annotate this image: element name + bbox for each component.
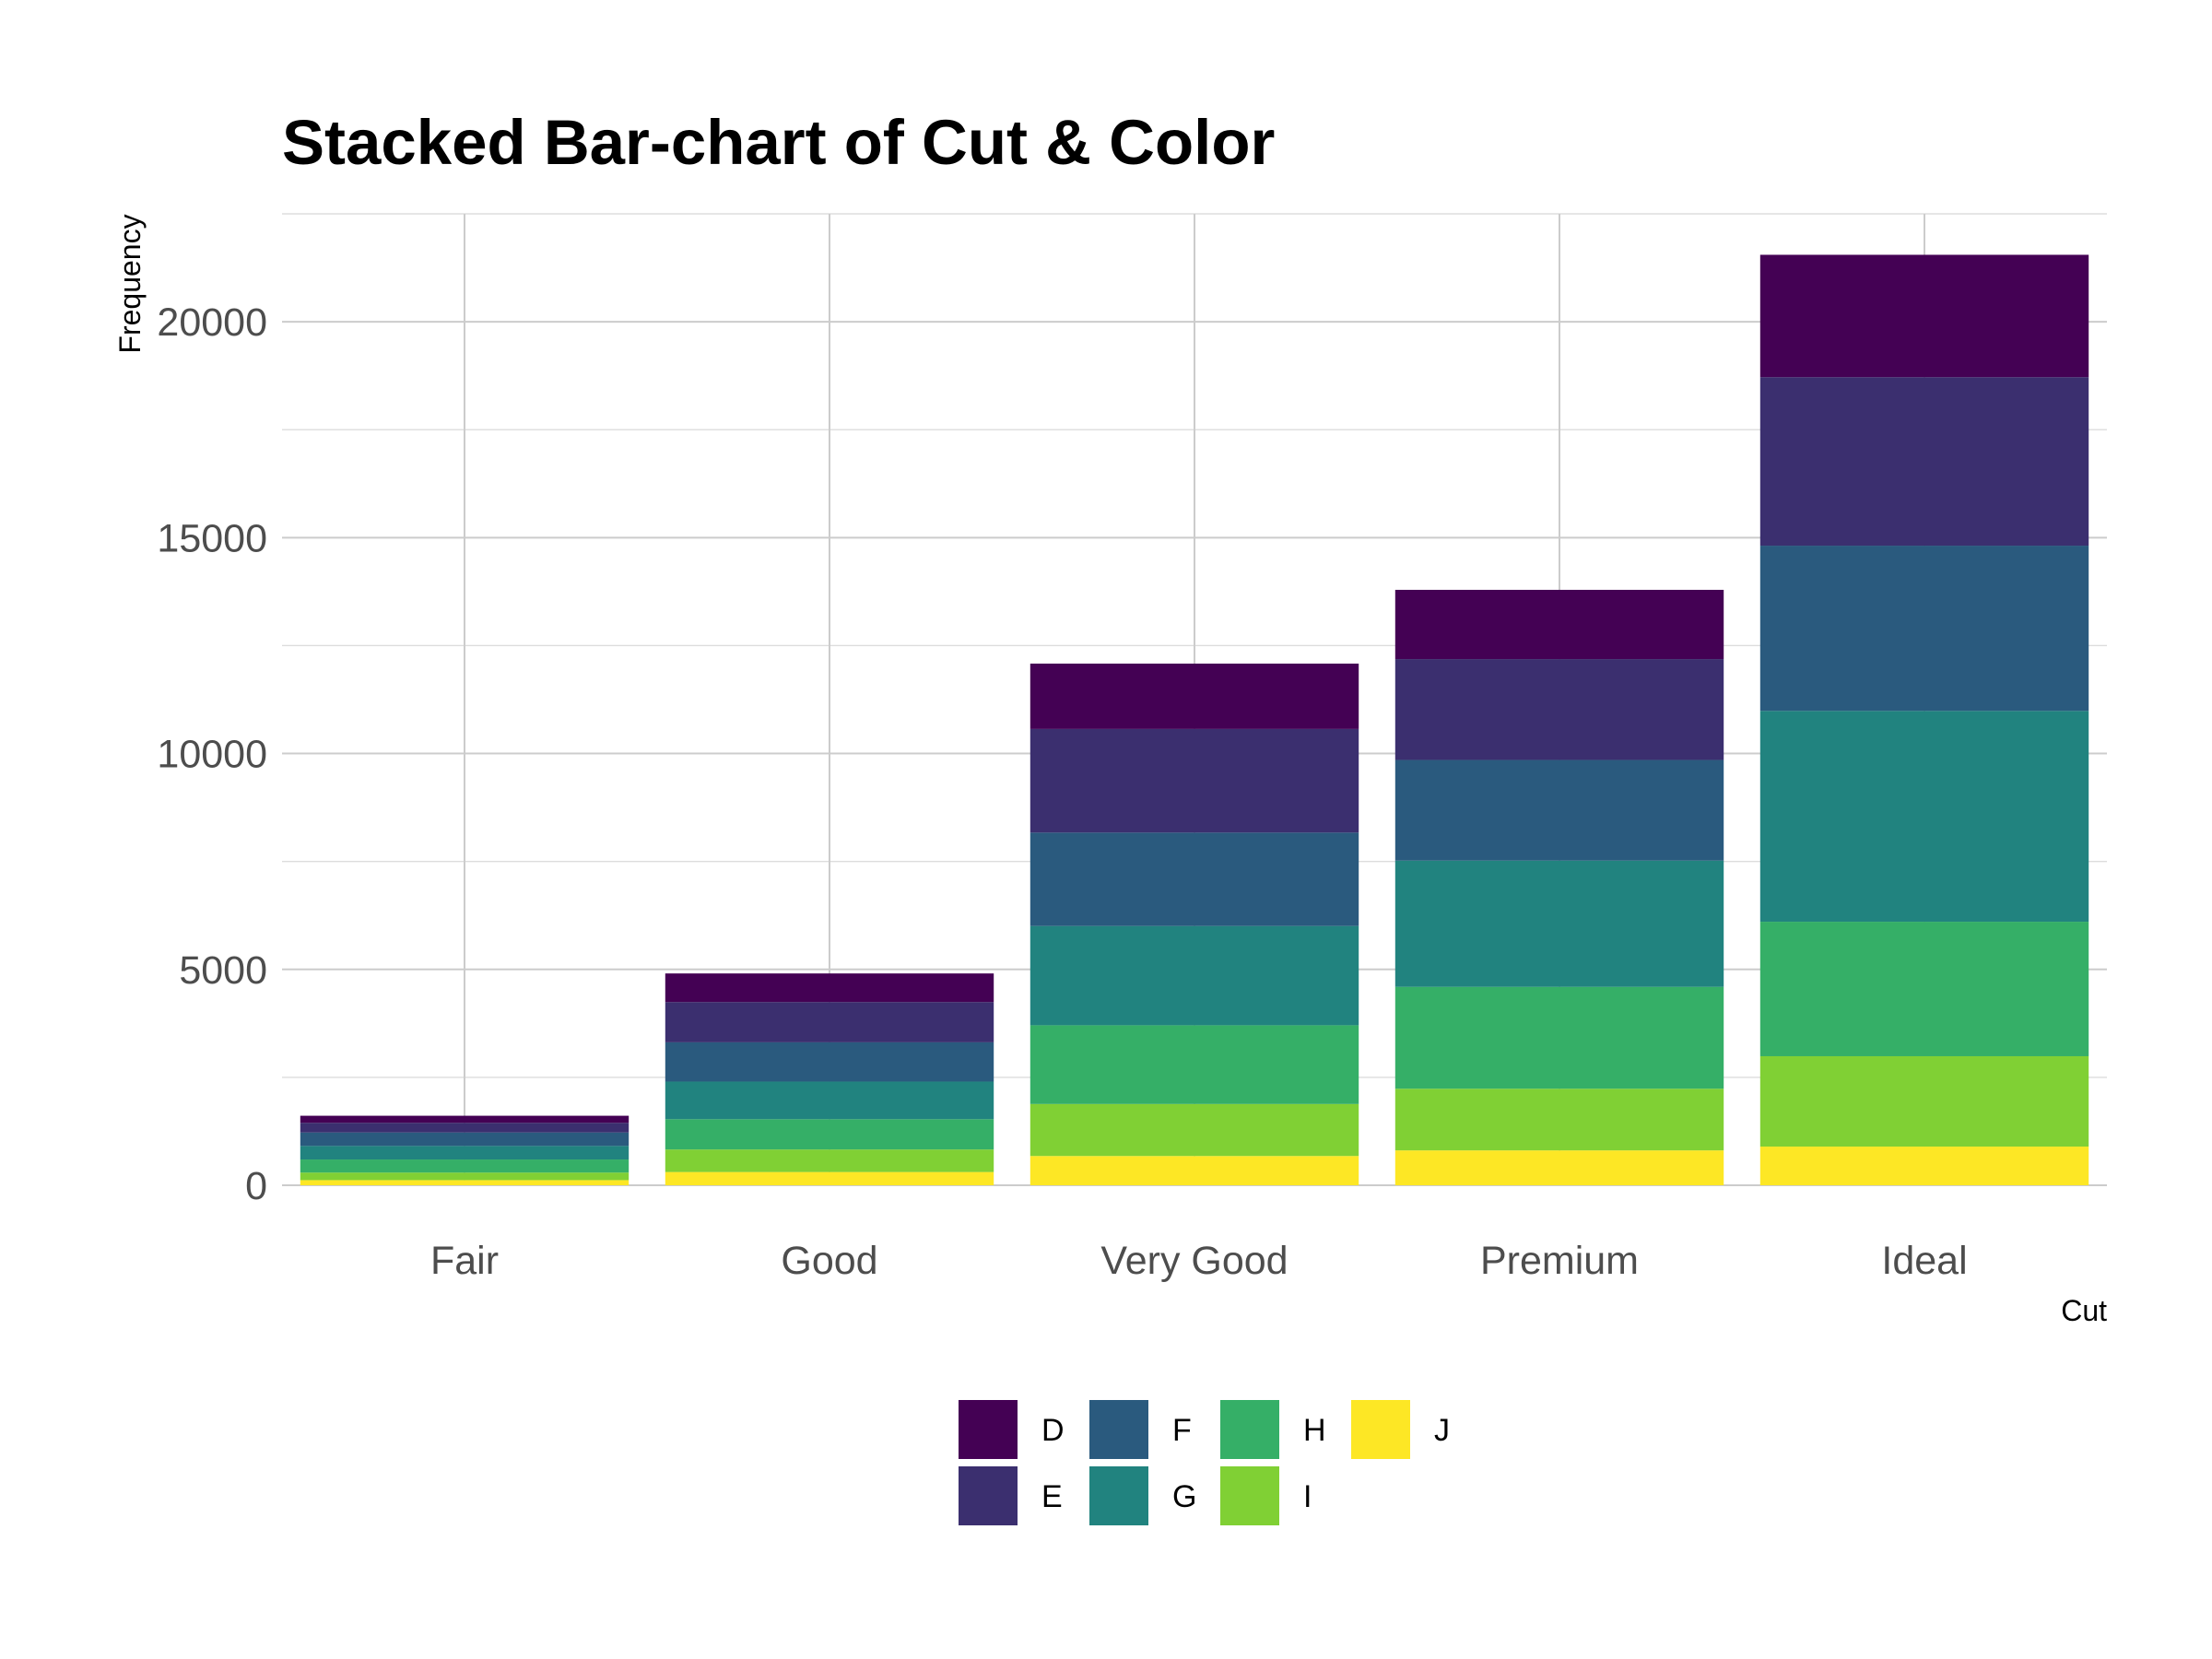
bar-segment-ideal-h xyxy=(1759,922,2089,1056)
bar-segment-premium-d xyxy=(1394,589,1724,660)
bar-segment-ideal-d xyxy=(1759,254,2089,378)
legend-key-j xyxy=(1351,1400,1410,1459)
bar-segment-premium-g xyxy=(1394,860,1724,987)
bar-segment-fair-f xyxy=(300,1132,629,1147)
legend-key-h xyxy=(1220,1400,1279,1459)
y-tick-label: 10000 xyxy=(157,733,267,777)
legend-label-j: J xyxy=(1434,1413,1450,1448)
bar-segment-good-i xyxy=(665,1149,994,1172)
bar-segment-very-good-f xyxy=(1030,832,1359,926)
bar-segment-ideal-i xyxy=(1759,1055,2089,1147)
y-axis-title: Frequency xyxy=(113,214,147,353)
bar-segment-good-h xyxy=(665,1119,994,1150)
y-tick-label: 15000 xyxy=(157,516,267,560)
x-tick-label: Good xyxy=(781,1239,877,1283)
legend-label-i: I xyxy=(1303,1479,1312,1514)
bar-segment-very-good-i xyxy=(1030,1103,1359,1157)
bar-segment-fair-g xyxy=(300,1146,629,1160)
bar-segment-premium-e xyxy=(1394,659,1724,760)
legend-key-i xyxy=(1220,1466,1279,1525)
bar-segment-fair-e xyxy=(300,1123,629,1133)
x-tick-label: Fair xyxy=(430,1239,499,1283)
x-tick-label: Ideal xyxy=(1881,1239,1967,1283)
legend: DE FG HI J xyxy=(959,1400,1450,1525)
x-tick-label: Very Good xyxy=(1100,1239,1288,1283)
legend-label-h: H xyxy=(1303,1413,1326,1448)
legend-key-d xyxy=(959,1400,1018,1459)
bar-segment-good-d xyxy=(665,973,994,1003)
bar-segment-very-good-h xyxy=(1030,1025,1359,1104)
bar-segment-premium-h xyxy=(1394,986,1724,1089)
bar-segment-very-good-j xyxy=(1030,1156,1359,1185)
bar-segment-fair-d xyxy=(300,1115,629,1124)
legend-label-f: F xyxy=(1172,1413,1192,1448)
bar-segment-ideal-e xyxy=(1759,377,2089,547)
bar-segment-ideal-g xyxy=(1759,711,2089,923)
bar-segment-premium-f xyxy=(1394,759,1724,861)
legend-label-e: E xyxy=(1041,1479,1063,1514)
bar-segment-good-g xyxy=(665,1081,994,1120)
x-axis-ticks: Fair Good Very Good Premium Ideal xyxy=(430,1239,1968,1283)
legend-key-g xyxy=(1089,1466,1148,1525)
bar-segment-fair-h xyxy=(300,1159,629,1173)
bar-segment-ideal-j xyxy=(1759,1147,2089,1185)
x-tick-label: Premium xyxy=(1480,1239,1639,1283)
y-tick-label: 0 xyxy=(245,1164,267,1208)
legend-label-d: D xyxy=(1041,1413,1065,1448)
bar-segment-very-good-g xyxy=(1030,925,1359,1026)
legend-key-e xyxy=(959,1466,1018,1525)
bar-segment-ideal-f xyxy=(1759,546,2089,712)
bar-segment-fair-i xyxy=(300,1172,629,1181)
bars xyxy=(300,254,2089,1185)
bar-segment-premium-j xyxy=(1394,1150,1724,1185)
legend-key-f xyxy=(1089,1400,1148,1459)
bar-segment-premium-i xyxy=(1394,1088,1724,1151)
x-axis-title: Cut xyxy=(2061,1294,2107,1327)
y-axis-ticks: 0 5000 10000 15000 20000 xyxy=(157,300,267,1208)
y-tick-label: 20000 xyxy=(157,300,267,345)
bar-segment-good-f xyxy=(665,1041,994,1082)
bar-segment-very-good-e xyxy=(1030,728,1359,833)
bar-segment-good-j xyxy=(665,1171,994,1185)
bar-segment-fair-j xyxy=(300,1180,629,1185)
bar-segment-very-good-d xyxy=(1030,664,1359,729)
chart-title: Stacked Bar-chart of Cut & Color xyxy=(282,107,1275,178)
bar-segment-good-e xyxy=(665,1002,994,1042)
y-tick-label: 5000 xyxy=(179,948,267,993)
legend-label-g: G xyxy=(1172,1479,1196,1514)
